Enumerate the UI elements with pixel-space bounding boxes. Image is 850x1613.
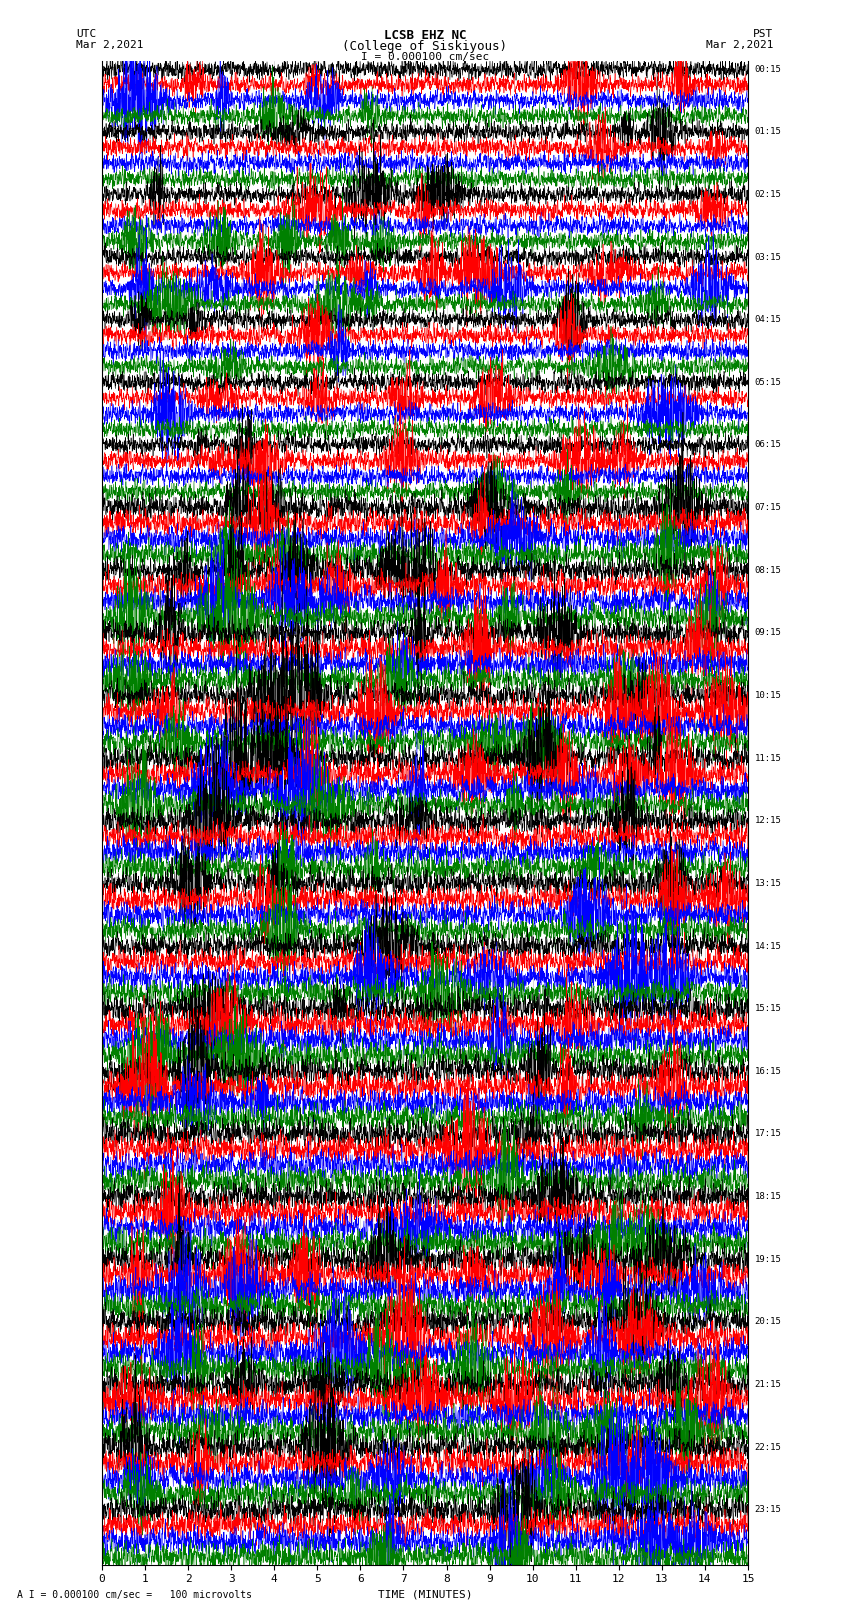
- Text: 05:15: 05:15: [755, 377, 781, 387]
- Text: 00:15: 00:15: [755, 65, 781, 74]
- Text: 11:15: 11:15: [755, 753, 781, 763]
- Text: 16:15: 16:15: [755, 1066, 781, 1076]
- Text: A I = 0.000100 cm/sec =   100 microvolts: A I = 0.000100 cm/sec = 100 microvolts: [17, 1590, 252, 1600]
- Text: 13:15: 13:15: [755, 879, 781, 887]
- Text: 03:15: 03:15: [755, 253, 781, 261]
- Text: 15:15: 15:15: [755, 1005, 781, 1013]
- Text: UTC: UTC: [76, 29, 97, 39]
- X-axis label: TIME (MINUTES): TIME (MINUTES): [377, 1590, 473, 1600]
- Text: 02:15: 02:15: [755, 190, 781, 198]
- Text: 19:15: 19:15: [755, 1255, 781, 1263]
- Text: 12:15: 12:15: [755, 816, 781, 826]
- Text: 20:15: 20:15: [755, 1318, 781, 1326]
- Text: (College of Siskiyous): (College of Siskiyous): [343, 40, 507, 53]
- Text: 08:15: 08:15: [755, 566, 781, 574]
- Text: 06:15: 06:15: [755, 440, 781, 450]
- Text: Mar 2,2021: Mar 2,2021: [706, 40, 774, 50]
- Text: 10:15: 10:15: [755, 690, 781, 700]
- Text: I = 0.000100 cm/sec: I = 0.000100 cm/sec: [361, 52, 489, 61]
- Text: 04:15: 04:15: [755, 315, 781, 324]
- Text: 17:15: 17:15: [755, 1129, 781, 1139]
- Text: PST: PST: [753, 29, 774, 39]
- Text: 01:15: 01:15: [755, 127, 781, 135]
- Text: Mar 2,2021: Mar 2,2021: [76, 40, 144, 50]
- Text: 23:15: 23:15: [755, 1505, 781, 1515]
- Text: 21:15: 21:15: [755, 1381, 781, 1389]
- Text: 07:15: 07:15: [755, 503, 781, 511]
- Text: 09:15: 09:15: [755, 629, 781, 637]
- Text: 14:15: 14:15: [755, 942, 781, 950]
- Text: LCSB EHZ NC: LCSB EHZ NC: [383, 29, 467, 42]
- Text: 18:15: 18:15: [755, 1192, 781, 1202]
- Text: 22:15: 22:15: [755, 1442, 781, 1452]
